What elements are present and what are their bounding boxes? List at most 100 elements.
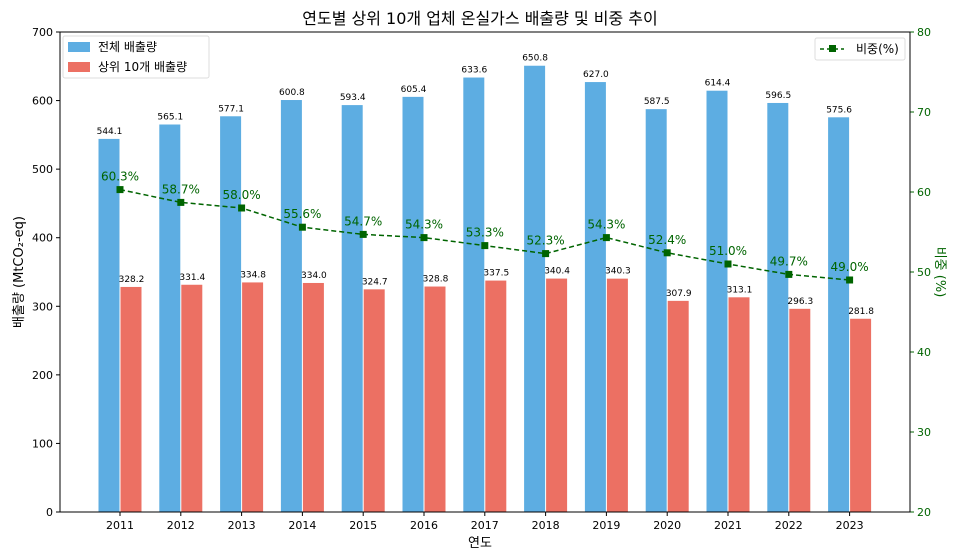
bar-total-label: 614.4 <box>705 79 731 89</box>
share-marker <box>846 276 854 284</box>
share-marker <box>602 234 610 242</box>
bar-top10-label: 331.4 <box>179 273 205 283</box>
bar-total-label: 605.4 <box>401 85 427 95</box>
bar-top10 <box>242 282 264 512</box>
y2-tick-label: 20 <box>917 506 931 519</box>
x-tick-label: 2014 <box>288 519 316 532</box>
bar-top10 <box>728 297 750 512</box>
share-label: 53.3% <box>466 226 504 240</box>
bar-top10-label: 340.4 <box>544 267 570 277</box>
bar-top10-label: 328.8 <box>423 275 449 285</box>
y-tick-label: 500 <box>32 163 53 176</box>
bar-top10 <box>606 278 628 512</box>
share-label: 51.0% <box>709 244 747 258</box>
bar-top10 <box>181 284 203 512</box>
share-marker <box>116 186 124 194</box>
bar-total-label: 600.8 <box>279 88 305 98</box>
bar-total <box>98 138 120 512</box>
share-marker <box>177 198 185 206</box>
y2-tick-label: 30 <box>917 426 931 439</box>
share-label: 52.3% <box>527 234 565 248</box>
bar-total-label: 544.1 <box>97 127 123 137</box>
share-label: 49.7% <box>770 254 808 268</box>
bar-top10 <box>850 318 872 512</box>
share-label: 55.6% <box>283 207 321 221</box>
bar-top10-label: 324.7 <box>362 277 388 287</box>
share-label: 54.3% <box>405 218 443 232</box>
chart-title: 연도별 상위 10개 업체 온실가스 배출량 및 비중 추이 <box>302 9 657 28</box>
legend-line: 비중(%) <box>814 37 906 61</box>
y-tick-label: 0 <box>46 506 53 519</box>
legend-bars: 전체 배출량 상위 10개 배출량 <box>62 35 210 79</box>
bar-top10 <box>363 289 385 512</box>
share-label: 60.3% <box>101 170 139 184</box>
x-tick-label: 2022 <box>775 519 803 532</box>
y-axis-label: 배출량 (MtCO₂-eq) <box>12 216 27 328</box>
bar-top10-label: 307.9 <box>666 289 692 299</box>
legend-label-top10: 상위 10개 배출량 <box>98 60 187 74</box>
bar-total <box>584 82 606 513</box>
bar-total <box>463 77 485 512</box>
bar-total <box>828 117 850 512</box>
x-tick-label: 2023 <box>836 519 864 532</box>
bar-top10-label: 337.5 <box>483 269 509 279</box>
y-tick-label: 200 <box>32 369 53 382</box>
share-marker <box>359 230 367 238</box>
share-marker <box>298 223 306 231</box>
x-tick-label: 2013 <box>228 519 256 532</box>
x-tick-label: 2011 <box>106 519 134 532</box>
bar-top10-label: 328.2 <box>119 275 145 285</box>
bar-total <box>645 109 667 513</box>
y2-tick-label: 40 <box>917 346 931 359</box>
bar-total <box>767 102 789 512</box>
bar-total-label: 650.8 <box>522 54 548 64</box>
share-label: 58.0% <box>223 188 261 202</box>
share-marker <box>542 250 550 258</box>
bar-total-label: 587.5 <box>644 97 670 107</box>
y-tick-label: 700 <box>32 26 53 39</box>
share-marker <box>420 234 428 242</box>
bar-top10-label: 296.3 <box>787 297 813 307</box>
bar-top10 <box>120 286 142 512</box>
share-marker <box>785 270 793 278</box>
x-tick-label: 2020 <box>653 519 681 532</box>
y2-tick-label: 80 <box>917 26 931 39</box>
bar-top10 <box>485 280 507 512</box>
y-tick-label: 400 <box>32 232 53 245</box>
legend-label-share: 비중(%) <box>856 42 899 56</box>
bar-total <box>706 90 728 512</box>
bar-top10-label: 340.3 <box>605 267 631 277</box>
bar-top10 <box>667 300 689 512</box>
share-label: 54.7% <box>344 214 382 228</box>
y2-axis-label: 비중 (%) <box>932 247 947 298</box>
bar-total-label: 596.5 <box>765 91 791 101</box>
x-tick-label: 2021 <box>714 519 742 532</box>
share-marker <box>481 242 489 250</box>
bar-top10 <box>302 282 324 512</box>
share-label: 52.4% <box>648 233 686 247</box>
x-tick-label: 2019 <box>592 519 620 532</box>
bar-total <box>220 116 242 512</box>
bar-top10 <box>789 308 811 512</box>
y2-tick-label: 70 <box>917 106 931 119</box>
bar-total <box>341 105 363 513</box>
bar-total-label: 565.1 <box>157 113 183 123</box>
y2-tick-label: 50 <box>917 266 931 279</box>
bar-top10-label: 334.0 <box>301 271 327 281</box>
x-tick-label: 2012 <box>167 519 195 532</box>
legend-label-total: 전체 배출량 <box>98 40 157 54</box>
x-tick-label: 2016 <box>410 519 438 532</box>
share-marker <box>724 260 732 268</box>
share-label: 49.0% <box>831 260 869 274</box>
plot-frame <box>59 31 911 513</box>
bar-top10-label: 334.8 <box>240 270 266 280</box>
share-marker <box>663 249 671 257</box>
bar-total <box>402 96 424 513</box>
bar-top10 <box>546 278 568 512</box>
bar-total <box>280 100 302 512</box>
x-tick-label: 2015 <box>349 519 377 532</box>
legend-marker-share <box>829 45 836 52</box>
share-label: 54.3% <box>587 218 625 232</box>
bar-total-label: 577.1 <box>218 104 244 114</box>
